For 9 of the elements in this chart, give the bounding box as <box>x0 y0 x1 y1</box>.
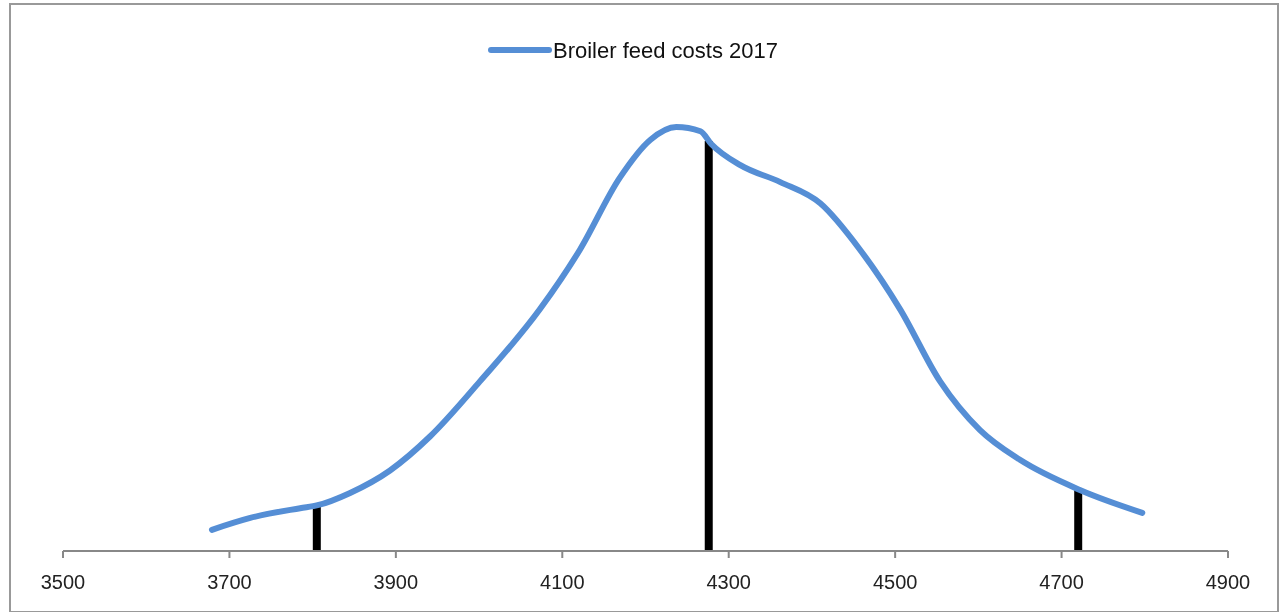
x-tick-label: 4300 <box>706 571 751 593</box>
x-tick-label: 4500 <box>872 571 918 593</box>
legend-label: Broiler feed costs 2017 <box>553 38 779 63</box>
x-tick-label: 3500 <box>40 571 86 593</box>
x-tick-label: 3700 <box>207 571 252 593</box>
x-tick-label: 3900 <box>373 571 419 593</box>
x-tick-label: 4900 <box>1205 571 1251 593</box>
x-tick-label: 4100 <box>540 571 585 593</box>
x-tick-label: 4700 <box>1039 571 1084 593</box>
